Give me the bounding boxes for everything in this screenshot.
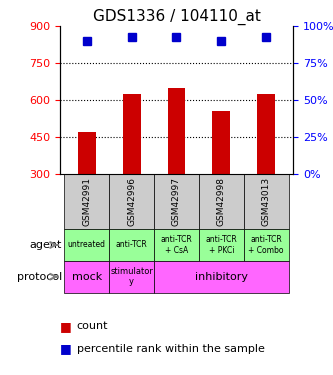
- Title: GDS1336 / 104110_at: GDS1336 / 104110_at: [93, 9, 260, 25]
- FancyBboxPatch shape: [109, 174, 154, 229]
- Text: mock: mock: [72, 272, 102, 282]
- FancyBboxPatch shape: [154, 229, 199, 261]
- FancyBboxPatch shape: [244, 229, 289, 261]
- Text: ■: ■: [60, 320, 72, 333]
- Text: ■: ■: [60, 342, 72, 355]
- Text: anti-TCR
+ CsA: anti-TCR + CsA: [161, 235, 192, 255]
- FancyBboxPatch shape: [64, 261, 109, 292]
- Text: GSM42997: GSM42997: [172, 177, 181, 226]
- FancyBboxPatch shape: [154, 261, 289, 292]
- Bar: [123, 94, 141, 174]
- FancyBboxPatch shape: [64, 174, 109, 229]
- Text: anti-TCR
+ PKCi: anti-TCR + PKCi: [205, 235, 237, 255]
- Text: inhibitory: inhibitory: [195, 272, 248, 282]
- Text: anti-TCR
+ Combo: anti-TCR + Combo: [248, 235, 284, 255]
- Text: GSM42991: GSM42991: [82, 177, 91, 226]
- FancyBboxPatch shape: [64, 229, 109, 261]
- Text: stimulator
y: stimulator y: [110, 267, 153, 286]
- FancyBboxPatch shape: [109, 261, 154, 292]
- Bar: [212, 111, 230, 174]
- Bar: [78, 132, 96, 174]
- Text: GSM42998: GSM42998: [217, 177, 226, 226]
- Text: untreated: untreated: [68, 240, 106, 249]
- FancyBboxPatch shape: [244, 174, 289, 229]
- FancyBboxPatch shape: [109, 229, 154, 261]
- Text: GSM43013: GSM43013: [262, 177, 271, 226]
- Text: GSM42996: GSM42996: [127, 177, 136, 226]
- FancyBboxPatch shape: [199, 174, 244, 229]
- FancyBboxPatch shape: [199, 229, 244, 261]
- Text: percentile rank within the sample: percentile rank within the sample: [77, 344, 264, 354]
- Text: count: count: [77, 321, 108, 331]
- Bar: [257, 94, 275, 174]
- Text: protocol: protocol: [17, 272, 62, 282]
- Text: anti-TCR: anti-TCR: [116, 240, 148, 249]
- Text: agent: agent: [30, 240, 62, 250]
- FancyBboxPatch shape: [154, 174, 199, 229]
- Bar: [167, 88, 185, 174]
